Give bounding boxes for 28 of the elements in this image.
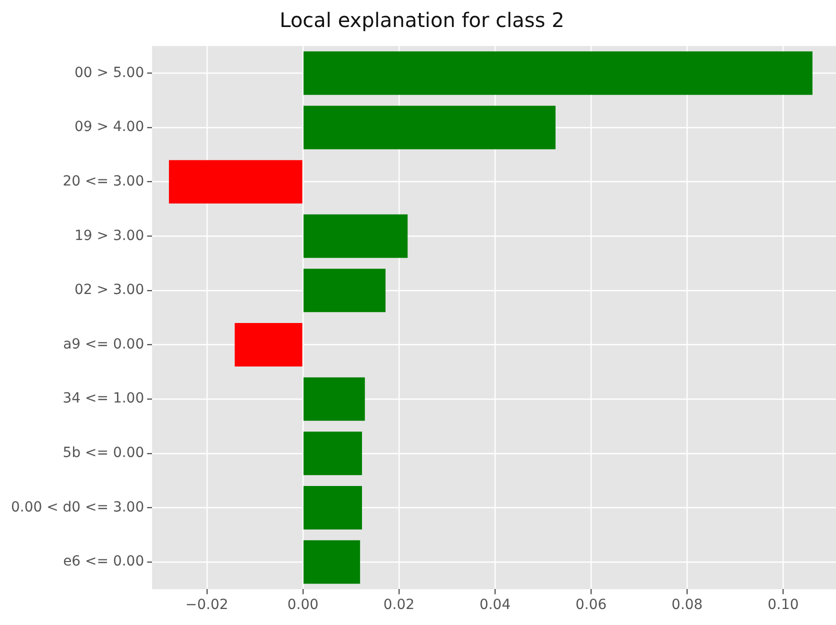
y-tick-label: 02 > 3.00 xyxy=(74,282,144,298)
bar xyxy=(168,160,302,204)
bar xyxy=(304,106,556,150)
bar xyxy=(304,51,812,95)
y-tick-label: e6 <= 0.00 xyxy=(63,554,144,570)
bar xyxy=(304,432,362,476)
x-tick-label: 0.08 xyxy=(672,597,703,614)
y-tick-label: 19 > 3.00 xyxy=(74,228,144,244)
y-tick-label: 20 <= 3.00 xyxy=(62,173,144,190)
x-tick-label: 0.02 xyxy=(383,597,415,614)
y-tick-label: 5b <= 0.00 xyxy=(62,445,144,462)
bar xyxy=(304,377,365,421)
y-tick-label: 0.00 < d0 <= 3.00 xyxy=(10,499,144,516)
x-tick-label: 0.04 xyxy=(479,597,511,614)
x-tick-label: 0.00 xyxy=(287,597,319,614)
bar xyxy=(304,268,386,312)
y-tick-label: 34 <= 1.00 xyxy=(62,390,144,407)
x-tick-label: 0.10 xyxy=(768,597,799,614)
y-tick-label: 09 > 4.00 xyxy=(74,119,144,136)
bar xyxy=(304,540,360,584)
bar xyxy=(304,486,362,530)
y-tick-label: 00 > 5.00 xyxy=(74,64,144,81)
x-tick-label: −0.02 xyxy=(185,597,228,614)
y-tick-label: a9 <= 0.00 xyxy=(63,336,144,352)
bar xyxy=(234,323,302,366)
x-tick-label: 0.06 xyxy=(575,597,607,614)
chart-title: Local explanation for class 2 xyxy=(280,8,564,32)
bar xyxy=(304,214,408,258)
